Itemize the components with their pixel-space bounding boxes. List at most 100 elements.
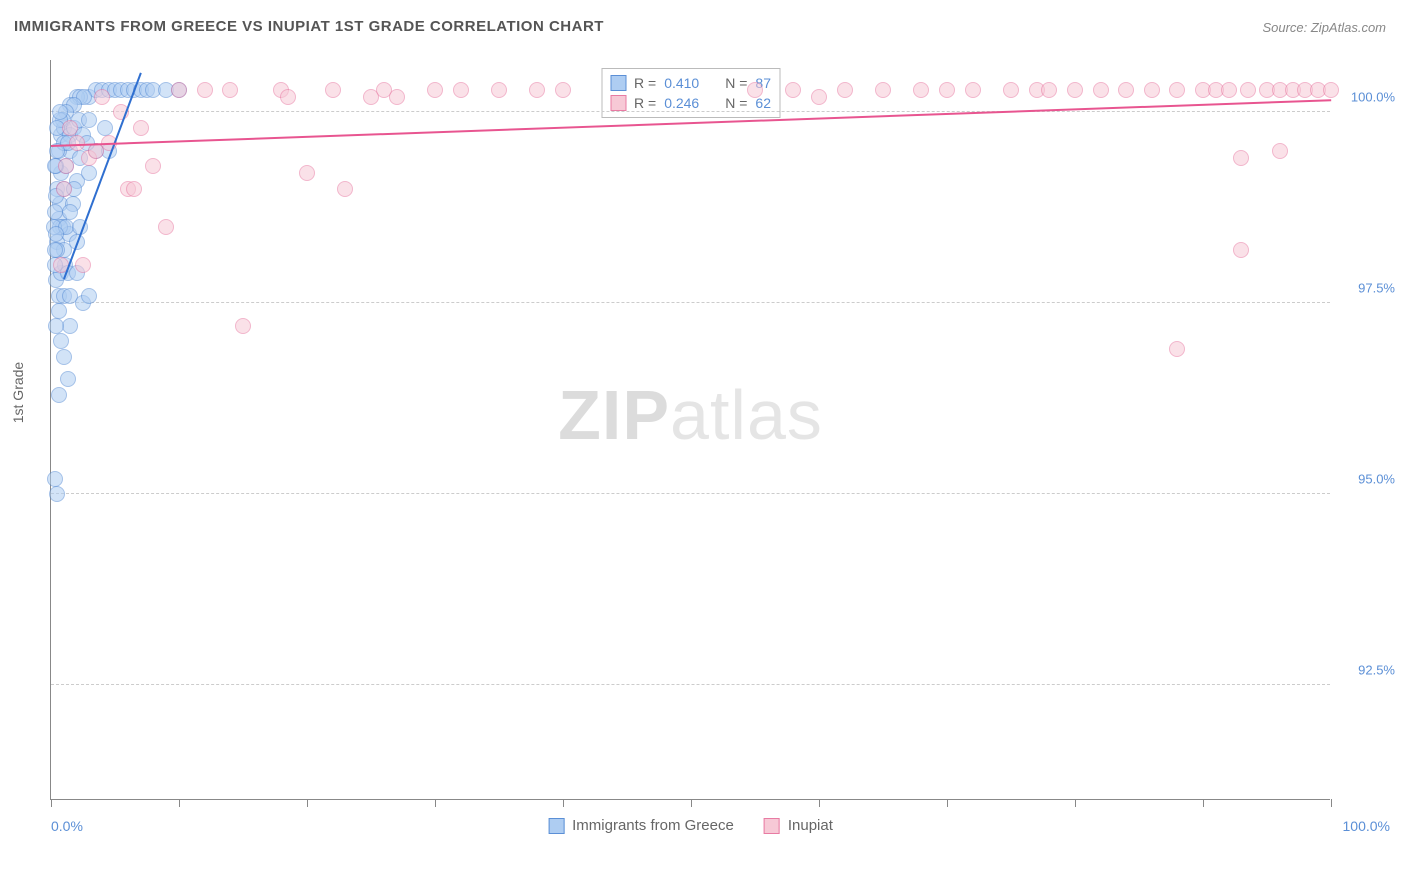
x-tick [691,799,692,807]
watermark: ZIPatlas [558,375,823,455]
data-point [52,104,68,120]
data-point [47,471,63,487]
data-point [158,219,174,235]
gridline [51,111,1330,112]
data-point [62,204,78,220]
data-point [81,288,97,304]
x-axis-max-label: 100.0% [1343,818,1390,834]
data-point [51,387,67,403]
legend-swatch [764,818,780,834]
data-point [49,486,65,502]
legend-swatch [610,95,626,111]
y-tick-label: 95.0% [1358,471,1395,486]
legend-item: Immigrants from Greece [548,817,734,834]
data-point [47,242,63,258]
data-point [53,333,69,349]
data-point [785,82,801,98]
legend-n-label: N = [725,75,747,91]
plot-area: ZIPatlas R =0.410N =87R =0.246N =62 Immi… [50,60,1330,800]
y-tick-label: 92.5% [1358,662,1395,677]
data-point [81,112,97,128]
data-point [491,82,507,98]
x-tick [563,799,564,807]
legend-n-value: 62 [755,95,771,111]
data-point [280,89,296,105]
watermark-bold: ZIP [558,376,670,454]
data-point [56,181,72,197]
legend-label: Immigrants from Greece [572,817,734,834]
data-point [47,204,63,220]
legend-swatch [548,818,564,834]
data-point [58,158,74,174]
data-point [235,318,251,334]
x-tick [819,799,820,807]
data-point [94,89,110,105]
data-point [51,303,67,319]
legend-r-label: R = [634,75,656,91]
data-point [62,318,78,334]
x-tick [307,799,308,807]
data-point [1169,341,1185,357]
source-attribution: Source: ZipAtlas.com [1262,20,1386,35]
y-tick-label: 100.0% [1351,90,1395,105]
watermark-light: atlas [670,376,823,454]
data-point [1118,82,1134,98]
gridline [51,684,1330,685]
series-legend: Immigrants from Greece Inupiat [548,817,833,834]
data-point [837,82,853,98]
y-tick-label: 97.5% [1358,281,1395,296]
data-point [1233,242,1249,258]
legend-item: Inupiat [764,817,833,834]
gridline [51,493,1330,494]
data-point [1221,82,1237,98]
data-point [1003,82,1019,98]
x-tick [179,799,180,807]
data-point [1240,82,1256,98]
legend-n-label: N = [725,95,747,111]
chart-container: IMMIGRANTS FROM GREECE VS INUPIAT 1ST GR… [0,0,1406,892]
data-point [939,82,955,98]
data-point [427,82,443,98]
data-point [81,165,97,181]
data-point [555,82,571,98]
data-point [1272,143,1288,159]
data-point [48,226,64,242]
data-point [48,318,64,334]
legend-swatch [610,75,626,91]
data-point [145,158,161,174]
data-point [965,82,981,98]
data-point [222,82,238,98]
data-point [1233,150,1249,166]
x-tick [435,799,436,807]
legend-row: R =0.246N =62 [610,93,771,113]
data-point [1093,82,1109,98]
data-point [337,181,353,197]
data-point [56,349,72,365]
data-point [325,82,341,98]
data-point [1067,82,1083,98]
data-point [747,82,763,98]
data-point [97,120,113,136]
x-axis-min-label: 0.0% [51,818,83,834]
data-point [1144,82,1160,98]
x-tick [1075,799,1076,807]
gridline [51,302,1330,303]
chart-title: IMMIGRANTS FROM GREECE VS INUPIAT 1ST GR… [14,18,604,35]
data-point [299,165,315,181]
legend-label: Inupiat [788,817,833,834]
data-point [62,120,78,136]
legend-r-label: R = [634,95,656,111]
data-point [913,82,929,98]
data-point [197,82,213,98]
data-point [171,82,187,98]
data-point [75,257,91,273]
x-tick [1331,799,1332,807]
x-tick [51,799,52,807]
legend-r-value: 0.410 [664,75,699,91]
data-point [1169,82,1185,98]
data-point [453,82,469,98]
data-point [529,82,545,98]
data-point [60,371,76,387]
x-tick [947,799,948,807]
data-point [1041,82,1057,98]
